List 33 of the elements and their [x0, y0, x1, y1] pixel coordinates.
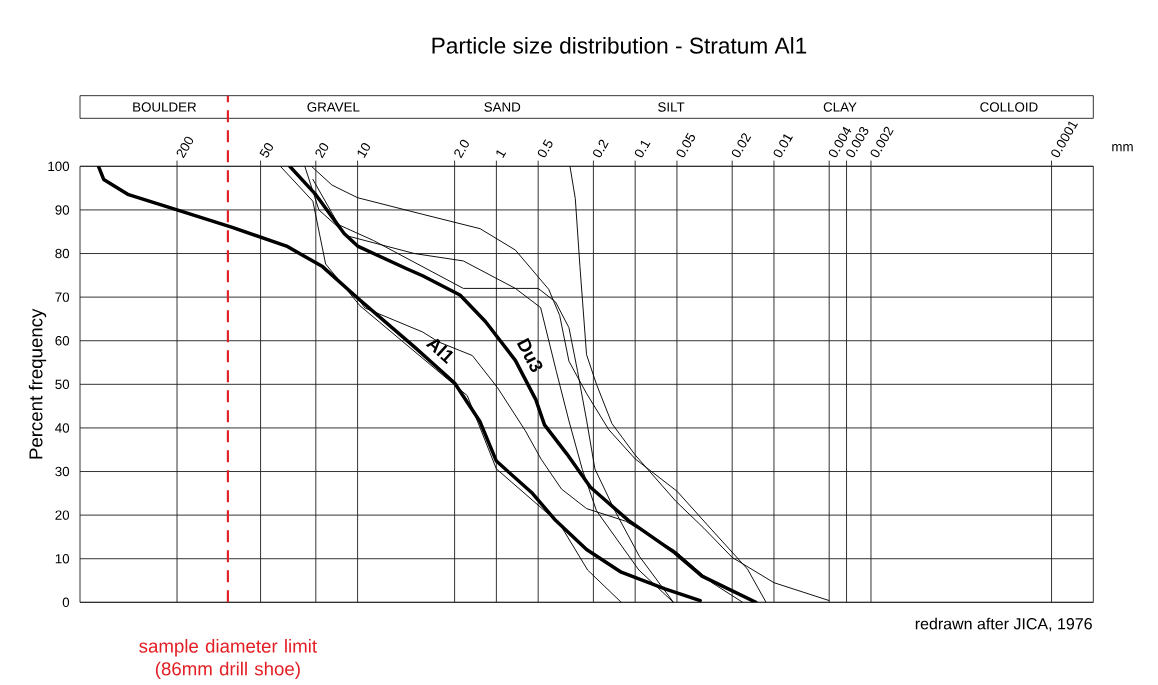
text: SAND	[484, 102, 521, 112]
text: CLAY	[823, 102, 857, 112]
chart-title: Particle size distribution - Stratum Al1	[432, 37, 807, 54]
x-tick-label: 200	[176, 136, 194, 159]
x-tick-label: 0.1	[634, 140, 651, 158]
y-tick-label: 100	[48, 161, 70, 172]
y-tick-label: 0	[62, 597, 70, 608]
y-tick-label: 20	[55, 510, 70, 520]
y-tick-label: 40	[55, 423, 70, 433]
x-tick-label: 0.2	[593, 139, 609, 158]
x-axis-title: mm	[1112, 144, 1133, 152]
y-tick-label: 80	[55, 248, 70, 259]
y-axis-title: Percent frequency	[28, 308, 47, 459]
x-tick-label: 10	[357, 143, 370, 158]
x-tick-label: 1	[496, 150, 507, 158]
y-tick-label: 30	[55, 466, 70, 477]
text: COLLOID	[980, 102, 1038, 112]
x-tick-label: 2.0	[454, 139, 469, 159]
text: SILT	[658, 102, 685, 112]
y-tick-label: 60	[55, 336, 70, 346]
text: redrawn after JICA, 1976	[915, 617, 1092, 632]
text: Du3	[516, 337, 543, 373]
y-tick-label: 50	[55, 379, 70, 390]
text: BOULDER	[133, 102, 197, 112]
ref-line-label: sample diameter limit (86mm drill shoe)	[139, 639, 317, 680]
x-tick-label: 0.5	[537, 139, 553, 158]
x-tick-label: 50	[259, 143, 273, 158]
x-tick-label: 20	[315, 143, 329, 159]
y-tick-label: 70	[55, 292, 70, 302]
y-tick-label: 90	[55, 205, 70, 215]
text: GRAVEL	[307, 102, 360, 112]
text: Al1	[425, 338, 454, 365]
y-tick-label: 10	[55, 554, 70, 564]
